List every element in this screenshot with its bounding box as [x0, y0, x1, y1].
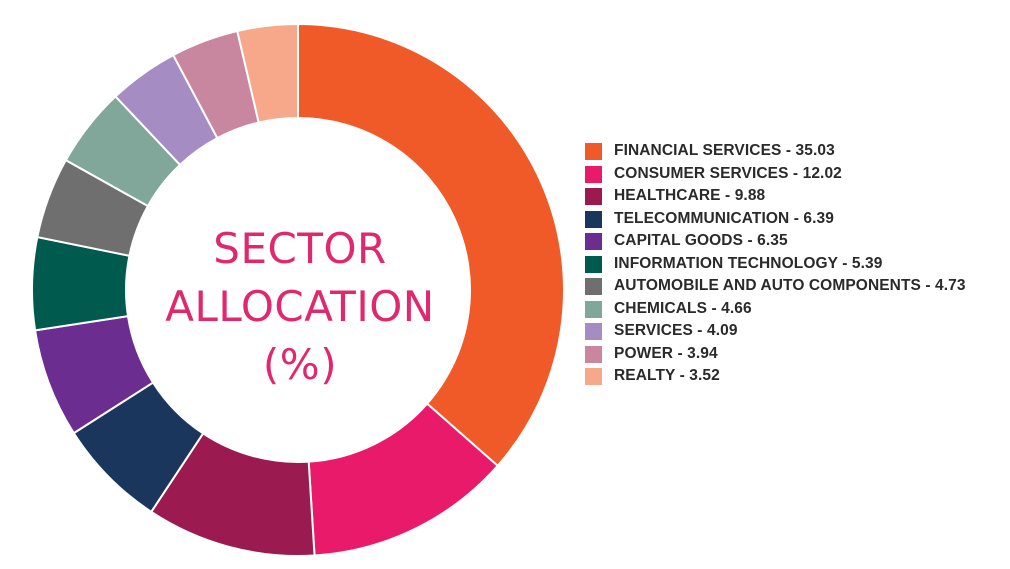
legend-item-consumer-services: CONSUMER SERVICES - 12.02: [585, 163, 990, 186]
legend-swatch: [585, 323, 602, 340]
legend-swatch: [585, 210, 602, 228]
donut-slice-financial-services: [297, 22, 565, 468]
donut-chart: [31, 22, 565, 557]
center-title-line-1: SECTOR: [213, 224, 387, 273]
legend-item-capital-goods: CAPITAL GOODS - 6.35: [585, 230, 990, 253]
legend-label: CONSUMER SERVICES - 12.02: [614, 164, 842, 182]
legend-swatch: [585, 368, 602, 385]
legend-swatch: [585, 233, 602, 250]
legend-label: HEALTHCARE - 9.88: [614, 187, 766, 204]
legend-swatch: [585, 345, 602, 363]
legend-swatch: [585, 278, 602, 295]
legend-swatch: [585, 188, 602, 205]
chart-legend: FINANCIAL SERVICES - 35.03 CONSUMER SERVI…: [585, 140, 990, 388]
legend-label: FINANCIAL SERVICES - 35.03: [614, 142, 835, 159]
legend-item-realty: REALTY - 3.52: [585, 365, 990, 388]
donut-slice-realty: [236, 22, 299, 124]
legend-swatch: [585, 143, 602, 160]
legend-item-healthcare: HEALTHCARE - 9.88: [585, 185, 990, 208]
legend-item-chemicals: CHEMICALS - 4.66: [585, 298, 990, 321]
legend-swatch: [585, 300, 602, 318]
legend-label: CHEMICALS - 4.66: [614, 299, 752, 317]
legend-item-services: SERVICES - 4.09: [585, 320, 990, 343]
legend-label: CAPITAL GOODS - 6.35: [614, 232, 788, 249]
legend-label: SERVICES - 4.09: [614, 322, 738, 339]
legend-label: AUTOMOBILE AND AUTO COMPONENTS - 4.73: [614, 277, 966, 294]
legend-item-power: POWER - 3.94: [585, 343, 990, 366]
legend-item-automobile-and-auto-components: AUTOMOBILE AND AUTO COMPONENTS - 4.73: [585, 275, 990, 298]
legend-label: POWER - 3.94: [614, 344, 718, 362]
legend-swatch: [585, 165, 602, 183]
legend-item-information-technology: INFORMATION TECHNOLOGY - 5.39: [585, 253, 990, 276]
legend-label: INFORMATION TECHNOLOGY - 5.39: [614, 254, 883, 272]
center-title-line-3: (%): [262, 340, 338, 389]
legend-swatch: [585, 255, 602, 273]
legend-label: TELECOMMUNICATION - 6.39: [614, 209, 834, 227]
center-title-line-2: ALLOCATION: [165, 282, 435, 331]
legend-item-telecommunication: TELECOMMUNICATION - 6.39: [585, 208, 990, 231]
legend-item-financial-services: FINANCIAL SERVICES - 35.03: [585, 140, 990, 163]
chart-center-title: SECTOR ALLOCATION (%): [140, 220, 460, 394]
legend-label: REALTY - 3.52: [614, 367, 720, 384]
